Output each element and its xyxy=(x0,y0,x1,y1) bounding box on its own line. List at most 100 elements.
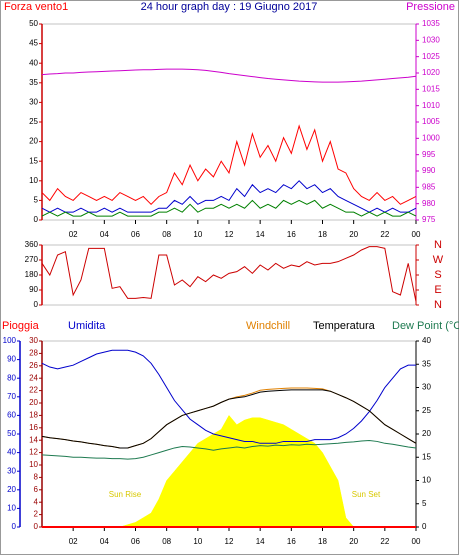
y-tick-label: 25 xyxy=(29,117,38,126)
x-tick-label: 14 xyxy=(256,230,265,239)
plot-area xyxy=(41,23,417,221)
y-tick-label: 15 xyxy=(29,156,38,165)
legend-entry: Umidita xyxy=(68,320,106,332)
x-tick-label: 06 xyxy=(131,537,140,546)
rain-tick-label: 22 xyxy=(29,386,38,395)
rain-tick-label: 8 xyxy=(34,473,39,482)
rain-tick-label: 6 xyxy=(34,485,39,494)
y-tick-label: 50 xyxy=(29,19,38,28)
x-tick-label: 16 xyxy=(287,230,296,239)
x-tick-label: 20 xyxy=(349,230,358,239)
y2-tick-label: 1005 xyxy=(422,117,440,126)
x-tick-label: 18 xyxy=(318,230,327,239)
y2-tick-label: 1020 xyxy=(422,68,440,77)
y-tick-label: 35 xyxy=(29,78,38,87)
y2-tick-label: 40 xyxy=(422,336,431,345)
y-tick-label: 20 xyxy=(29,137,38,146)
series-line xyxy=(41,68,417,83)
rain-tick-label: 20 xyxy=(29,398,38,407)
x-tick-label: 00 xyxy=(412,537,421,546)
y2-tick-label: 985 xyxy=(422,182,436,191)
legend-entry: Windchill xyxy=(246,320,290,332)
series-line xyxy=(41,389,417,449)
x-tick-label: 22 xyxy=(380,230,389,239)
y2-tick-label: 980 xyxy=(422,199,436,208)
x-tick-label: 10 xyxy=(193,230,202,239)
y2-tick-label: 20 xyxy=(422,429,431,438)
y-tick-label: 100 xyxy=(3,336,17,345)
legend-entry: Pressione xyxy=(406,1,455,13)
x-tick-label: 04 xyxy=(100,230,109,239)
y2-tick-label: 995 xyxy=(422,150,436,159)
y2-tick-label: 1030 xyxy=(422,35,440,44)
chart-title: 24 hour graph day : 19 Giugno 2017 xyxy=(141,1,318,13)
y-tick-label: 0 xyxy=(12,522,17,531)
y-tick-label: 10 xyxy=(7,504,16,513)
rain-tick-label: 4 xyxy=(34,497,39,506)
y-tick-label: 80 xyxy=(7,373,16,382)
rain-tick-label: 18 xyxy=(29,411,38,420)
y-tick-label: 360 xyxy=(25,240,39,249)
rain-tick-label: 14 xyxy=(29,435,38,444)
series-line xyxy=(41,440,417,460)
rain-tick-label: 26 xyxy=(29,361,38,370)
x-tick-label: 08 xyxy=(162,537,171,546)
y-tick-label: 30 xyxy=(29,98,38,107)
series-line xyxy=(41,124,417,206)
annotation: Sun Set xyxy=(352,490,381,499)
y-tick-label: 270 xyxy=(25,255,39,264)
rain-tick-label: 28 xyxy=(29,349,38,358)
rain-tick-label: 16 xyxy=(29,423,38,432)
y-tick-label: 30 xyxy=(7,466,16,475)
y2-tick-label: 975 xyxy=(422,215,436,224)
y2-tick-label: 1015 xyxy=(422,84,440,93)
y-tick-label: 180 xyxy=(25,270,39,279)
y-tick-label: 40 xyxy=(7,448,16,457)
y2-tick-label: 1025 xyxy=(422,52,440,61)
y2-tick-label: S xyxy=(434,269,441,281)
x-tick-label: 02 xyxy=(69,537,78,546)
x-tick-label: 18 xyxy=(318,537,327,546)
y-tick-label: 0 xyxy=(34,215,39,224)
y-tick-label: 5 xyxy=(34,196,39,205)
y-tick-label: 90 xyxy=(7,355,16,364)
y2-tick-label: 1010 xyxy=(422,101,440,110)
x-tick-label: 04 xyxy=(100,537,109,546)
x-tick-label: 08 xyxy=(162,230,171,239)
y2-tick-label: N xyxy=(434,239,442,251)
y2-tick-label: 30 xyxy=(422,383,431,392)
y-tick-label: 45 xyxy=(29,39,38,48)
legend-entry: Temperatura xyxy=(313,320,376,332)
y2-tick-label: W xyxy=(433,254,444,266)
x-tick-label: 02 xyxy=(69,230,78,239)
x-tick-label: 10 xyxy=(193,537,202,546)
plot-area xyxy=(41,244,417,306)
y2-tick-label: 10 xyxy=(422,476,431,485)
x-tick-label: 14 xyxy=(256,537,265,546)
legend-entry: Pioggia xyxy=(2,320,40,332)
y-tick-label: 20 xyxy=(7,485,16,494)
x-tick-label: 16 xyxy=(287,537,296,546)
annotation: Sun Rise xyxy=(109,490,142,499)
x-tick-label: 06 xyxy=(131,230,140,239)
rain-tick-label: 30 xyxy=(29,336,38,345)
y-tick-label: 0 xyxy=(34,300,39,309)
y2-tick-label: 1000 xyxy=(422,133,440,142)
y-tick-label: 10 xyxy=(29,176,38,185)
y2-tick-label: 0 xyxy=(422,522,427,531)
series-line xyxy=(41,349,416,444)
y2-tick-label: 5 xyxy=(422,499,427,508)
y-tick-label: 70 xyxy=(7,392,16,401)
y2-tick-label: 25 xyxy=(422,406,431,415)
y2-tick-label: 15 xyxy=(422,452,431,461)
y2-tick-label: E xyxy=(434,284,441,296)
x-tick-label: 00 xyxy=(412,230,421,239)
y-tick-label: 40 xyxy=(29,58,38,67)
y2-tick-label: 35 xyxy=(422,359,431,368)
series-line xyxy=(41,180,417,213)
y-tick-label: 90 xyxy=(29,285,38,294)
y2-tick-label: 990 xyxy=(422,166,436,175)
rain-tick-label: 24 xyxy=(29,373,38,382)
series-line xyxy=(41,199,417,217)
